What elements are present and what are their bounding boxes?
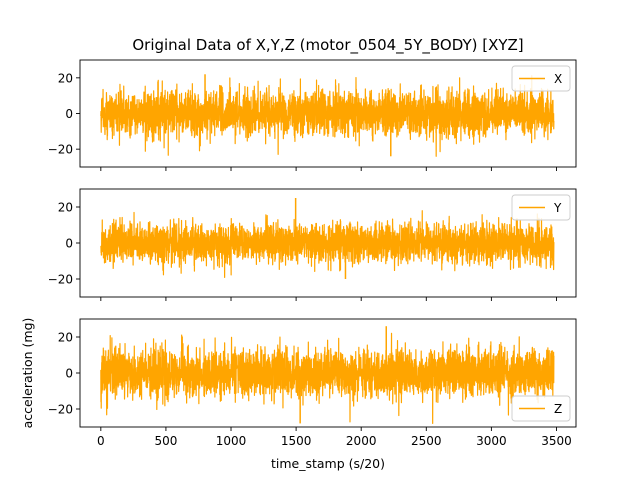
y-tick-label: 0 [65, 237, 73, 251]
x-axis-label: time_stamp (s/20) [271, 456, 385, 471]
series-x-group [100, 74, 555, 157]
y-axis-label: acceleration (mg) [20, 318, 35, 429]
series-y-group [100, 198, 555, 279]
legend-label: Y [553, 201, 562, 215]
panel-y: 20 0 −20 Y [48, 188, 577, 301]
panel-x: 20 0 −20 X [48, 59, 577, 171]
series-z-group [100, 326, 555, 424]
legend: Z [511, 395, 571, 422]
x-tick-label: 0 [97, 434, 105, 448]
legend: X [511, 65, 571, 92]
y-tick-label: −20 [48, 273, 73, 287]
panel-z: 20 0 −20 0 500 1000 1500 2000 2500 3000 3500 Z [48, 318, 577, 448]
y-tick-label: −20 [48, 143, 73, 157]
series-line-x [100, 75, 555, 157]
x-tick-label: 2500 [411, 434, 442, 448]
chart-title: Original Data of X,Y,Z (motor_0504_5Y_BO… [132, 36, 523, 55]
x-tick-label: 3000 [476, 434, 507, 448]
legend: Y [511, 194, 571, 221]
legend-label: Z [554, 402, 562, 416]
y-tick-label: 20 [58, 71, 73, 85]
x-tick-label: 1500 [281, 434, 312, 448]
x-tick-label: 2000 [346, 434, 377, 448]
y-tick-label: 20 [58, 331, 73, 345]
x-tick-label: 1000 [216, 434, 247, 448]
y-tick-label: 20 [58, 201, 73, 215]
y-tick-label: 0 [65, 367, 73, 381]
y-tick-label: −20 [48, 403, 73, 417]
legend-label: X [554, 72, 562, 86]
series-line-z [100, 332, 555, 424]
x-tick-label: 500 [154, 434, 177, 448]
x-tick-label: 3500 [541, 434, 572, 448]
y-tick-label: 0 [65, 107, 73, 121]
series-line-y [100, 210, 555, 278]
